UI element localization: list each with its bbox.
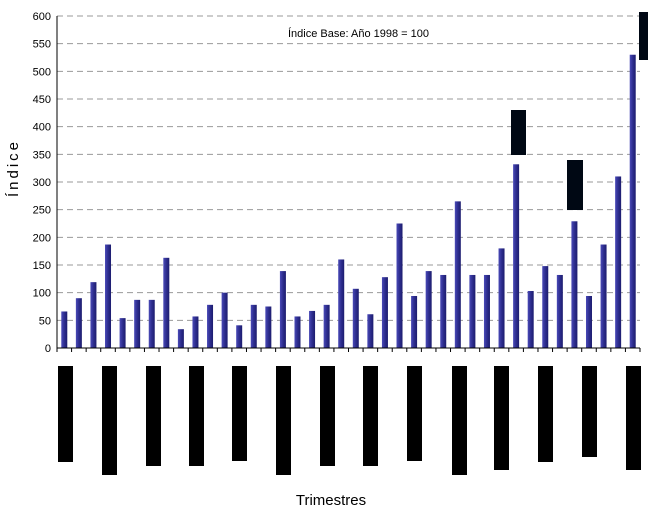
overlay-block [567,160,583,210]
bar [294,316,301,348]
bar [105,244,112,348]
bar [90,282,97,348]
label-block [407,366,422,461]
bar [571,221,578,348]
y-tick-label: 250 [33,205,51,217]
bar [513,164,520,348]
bar [61,311,68,348]
bar [615,176,622,348]
x-axis-title: Trimestres [296,492,366,509]
label-block [626,366,641,470]
bar [265,306,272,348]
bar [367,314,374,348]
y-tick-label: 300 [33,177,51,189]
bar [629,54,636,348]
y-tick-label: 50 [39,315,51,327]
bar [338,259,345,348]
bar [279,271,286,348]
y-tick-label: 150 [33,260,51,272]
bar [469,274,476,348]
base-index-note: Índice Base: Año 1998 = 100 [288,27,429,40]
y-tick-label: 350 [33,149,51,161]
y-tick-label: 400 [33,122,51,134]
bar [381,277,388,348]
bar [192,316,199,348]
bar [119,318,126,348]
overlay-blocks [511,12,648,210]
y-tick-label: 450 [33,94,51,106]
label-block [146,366,161,466]
label-block [102,366,117,475]
bar [163,257,170,348]
overlay-block [511,110,526,155]
bar [323,304,330,348]
label-block [452,366,467,475]
y-tick-label: 500 [33,66,51,78]
bar [134,299,141,348]
bar [411,295,418,348]
label-block [320,366,335,466]
label-block [538,366,553,462]
y-tick-label: 100 [33,288,51,300]
label-block [276,366,291,475]
bar [600,244,607,348]
bar [556,274,563,348]
y-axis-title: Índice [5,139,22,197]
bar [75,298,82,348]
bar [542,266,549,348]
label-block [363,366,378,466]
bar [207,304,214,348]
bars [61,54,636,348]
y-tick-label: 0 [45,343,51,355]
bar [250,304,257,348]
bar [221,292,228,348]
bar [236,325,243,348]
label-block [582,366,597,457]
bar [483,274,490,348]
bar [396,223,403,348]
bar [498,248,505,348]
bar [352,288,359,348]
gridlines [56,15,640,348]
bar [177,329,184,348]
label-block [232,366,247,461]
bar [309,310,316,348]
bar [440,274,447,348]
bar [527,291,534,348]
bar [454,201,461,348]
bar [148,299,155,348]
category-label-blocks [58,366,641,475]
label-block [189,366,204,466]
y-tick-label: 550 [33,39,51,51]
y-tick-label: 200 [33,232,51,244]
bar [585,295,592,348]
label-block [494,366,509,470]
bar [425,271,432,348]
x-tick-marks [56,348,641,352]
y-tick-labels: 0 50 100 150 200 250 300 350 400 450 500 550 600 [33,11,51,355]
label-block [58,366,73,462]
y-tick-label: 600 [33,11,51,23]
overlay-block [639,12,648,60]
